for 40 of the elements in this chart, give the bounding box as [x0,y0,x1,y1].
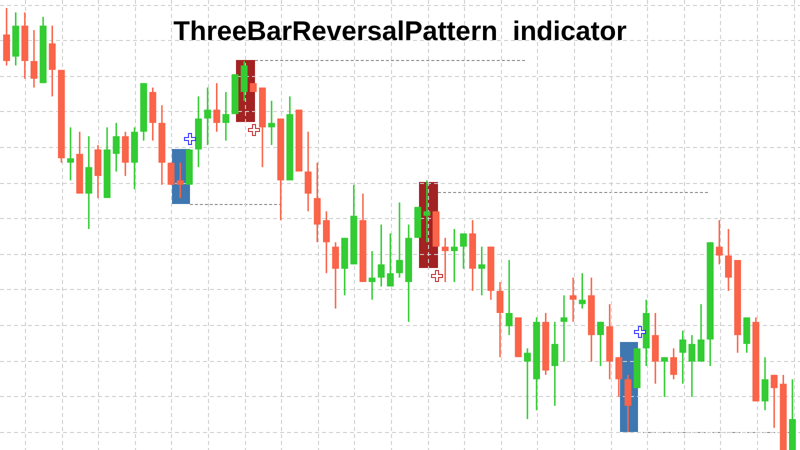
candlestick [496,281,504,358]
candlestick [716,219,723,266]
candlestick [578,272,586,310]
candlestick [698,303,704,362]
candlestick [725,228,732,292]
candlestick [368,250,376,300]
candlestick [204,86,212,146]
candlestick [112,122,120,172]
candlestick [661,356,668,398]
candlestick [679,330,686,384]
candlestick [378,224,385,288]
candlestick [304,131,312,212]
candlestick [442,237,449,283]
candlestick [597,321,604,367]
candlestick [450,228,458,283]
candlestick [478,246,486,296]
candlestick [423,180,430,244]
candlestick [524,348,531,420]
candlestick [688,334,696,398]
candlestick [176,162,184,199]
candlestick [322,210,330,274]
candlestick [213,82,220,133]
candlestick [222,91,230,142]
candlestick [460,232,467,270]
candlestick [386,232,394,288]
candlestick [762,356,768,411]
candlestick [570,276,577,323]
candlestick [30,29,38,88]
candlestick [615,356,622,398]
candlestick [670,348,678,380]
candlestick [332,242,339,310]
candlestick [770,374,778,429]
candlestick [396,202,403,278]
candlestick [268,100,275,146]
chart-title: ThreeBarReversalPattern indicator [172,16,628,47]
candlestick [67,126,74,182]
candlestick [168,162,174,186]
candlestick [506,259,513,336]
candlestick [551,321,558,407]
candlestick [560,294,568,362]
